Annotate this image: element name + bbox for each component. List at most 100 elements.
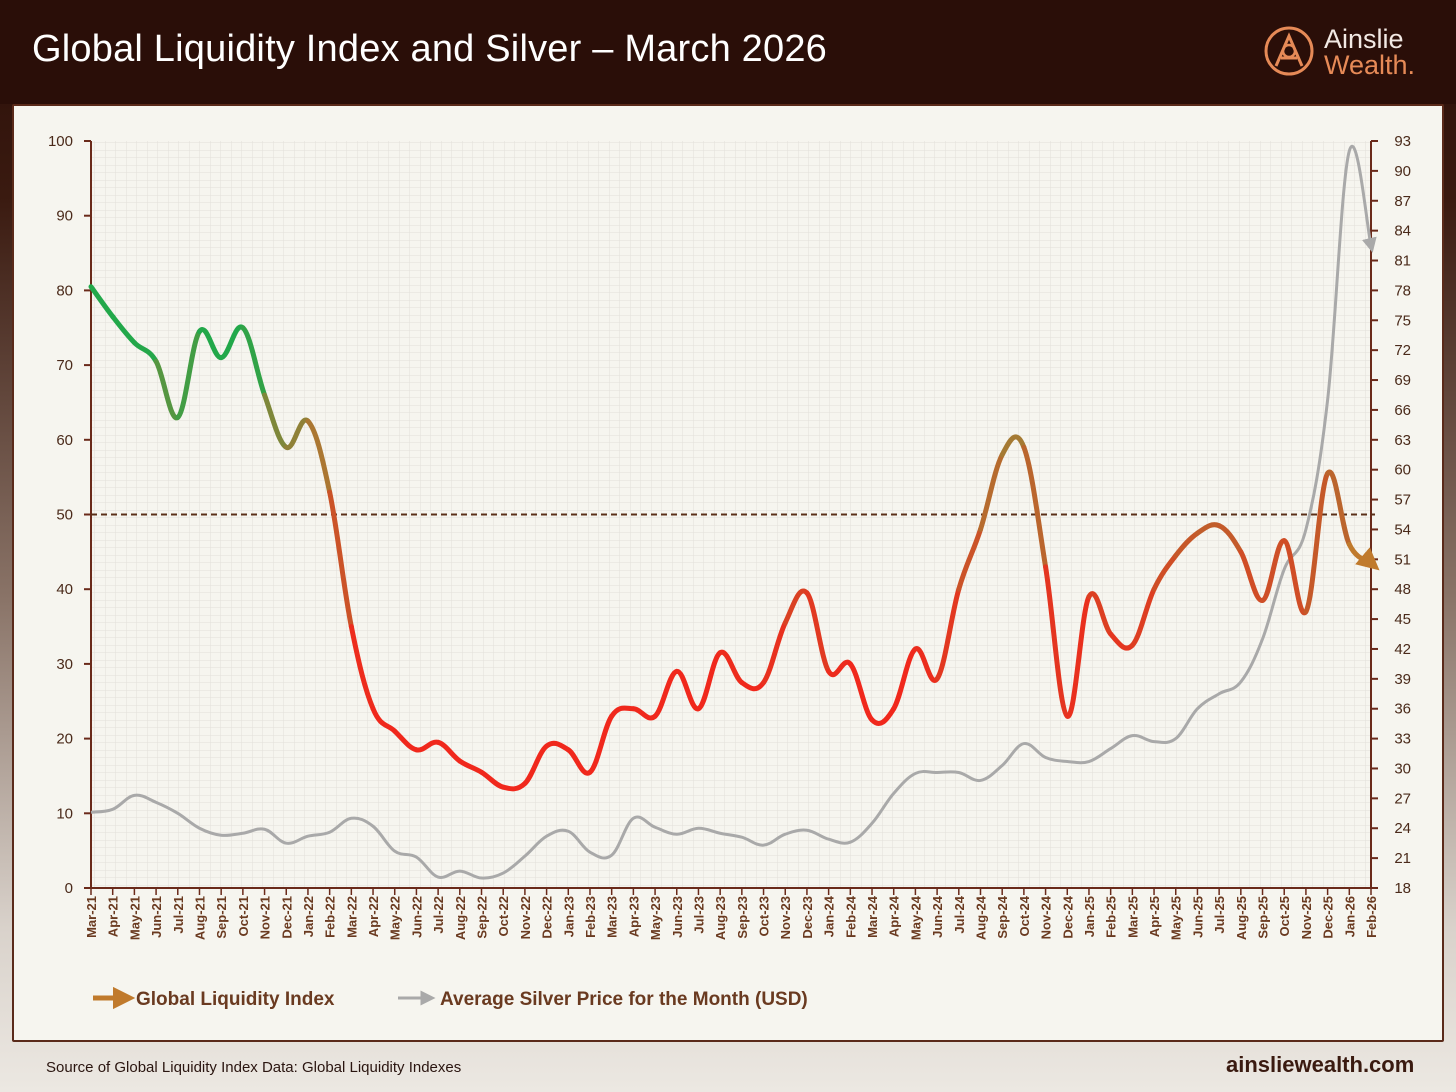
- x-tick-label: Oct-23: [757, 896, 772, 936]
- y-right-tick-label: 21: [1394, 850, 1411, 867]
- x-tick-label: Jul-23: [691, 896, 706, 934]
- x-tick-label: Dec-25: [1321, 896, 1336, 939]
- x-tick-label: Apr-21: [106, 896, 121, 937]
- x-tick-label: Feb-22: [323, 896, 338, 938]
- y-left-tick-label: 60: [56, 432, 73, 449]
- x-tick-label: May-21: [127, 896, 142, 940]
- y-left-tick-label: 100: [48, 133, 73, 150]
- legend-label-silver: Average Silver Price for the Month (USD): [440, 989, 808, 1010]
- gli-line-segment: [240, 325, 268, 398]
- y-right-tick-label: 75: [1394, 312, 1411, 329]
- gli-line-segment: [934, 586, 962, 682]
- x-tick-label: Dec-22: [540, 896, 555, 939]
- x-tick-label: Jun-24: [930, 895, 945, 938]
- x-tick-label: Jun-25: [1190, 896, 1205, 938]
- y-right-tick-label: 63: [1394, 432, 1411, 449]
- x-tick-label: May-24: [908, 895, 923, 940]
- y-right-tick-label: 18: [1394, 880, 1411, 897]
- legend-item-gli[interactable]: Global Liquidity Index: [93, 986, 335, 1010]
- y-right-tick-label: 90: [1394, 163, 1411, 180]
- page-title: Global Liquidity Index and Silver – Marc…: [32, 28, 827, 70]
- gli-line-segment: [847, 661, 875, 723]
- gli-line-segment: [739, 680, 767, 692]
- y-right-tick-label: 72: [1394, 342, 1411, 359]
- x-tick-label: Oct-25: [1277, 896, 1292, 936]
- gli-line-segment: [1303, 470, 1331, 615]
- y-right-tick-label: 69: [1394, 372, 1411, 389]
- y-right-tick-label: 81: [1394, 253, 1411, 270]
- silver-price-line: [90, 145, 1377, 880]
- gli-line-segment: [891, 646, 918, 712]
- x-tick-label: Mar-23: [605, 896, 620, 938]
- x-tick-label: Mar-21: [84, 896, 99, 938]
- gli-line-segment: [869, 706, 897, 726]
- x-tick-label: Apr-24: [887, 895, 902, 937]
- x-tick-label: Feb-25: [1104, 896, 1119, 938]
- x-tick-label: Feb-23: [583, 896, 598, 938]
- y-right-tick-label: 24: [1394, 820, 1411, 837]
- gli-line-segment: [1151, 553, 1179, 592]
- x-tick-label: Sep-23: [735, 896, 750, 939]
- logo-line1: Ainslie: [1324, 24, 1404, 54]
- y-right-tick-label: 57: [1394, 492, 1411, 509]
- y-right-tick-label: 84: [1394, 223, 1411, 240]
- gli-line-segment: [977, 452, 1005, 532]
- source-note: Source of Global Liquidity Index Data: G…: [46, 1059, 462, 1076]
- gli-line-segment: [262, 392, 289, 450]
- x-tick-label: Oct-22: [496, 896, 511, 936]
- y-left-tick-label: 20: [56, 731, 73, 748]
- gli-line-segment: [999, 434, 1027, 458]
- legend-label-gli: Global Liquidity Index: [136, 989, 335, 1010]
- x-tick-label: Mar-22: [344, 896, 359, 938]
- x-tick-label: Feb-24: [843, 895, 858, 938]
- gli-line-segment: [1086, 591, 1114, 637]
- x-tick-label: Mar-25: [1125, 896, 1140, 938]
- gli-line-segment: [1216, 523, 1244, 555]
- x-tick-label: Jun-22: [409, 896, 424, 938]
- x-tick-label: Jul-21: [171, 896, 186, 934]
- x-tick-label: Nov-21: [258, 896, 273, 939]
- x-tick-label: Jun-23: [670, 896, 685, 938]
- y-right-tick-label: 78: [1394, 282, 1411, 299]
- y-right-tick-label: 93: [1394, 133, 1411, 150]
- y-left-tick-label: 0: [65, 880, 73, 897]
- x-tick-label: Apr-22: [366, 896, 381, 937]
- gli-line-segment: [88, 284, 116, 320]
- x-tick-label: Nov-23: [778, 896, 793, 939]
- gli-line-segment: [587, 713, 615, 775]
- gli-line-segment: [1043, 564, 1070, 719]
- x-tick-label: Jan-23: [561, 896, 576, 937]
- x-tick-label: Sep-21: [214, 896, 229, 939]
- x-tick-label: Mar-24: [865, 895, 880, 938]
- gli-line-segment: [1064, 594, 1092, 719]
- x-tick-label: Aug-23: [713, 896, 728, 940]
- x-tick-label: May-23: [648, 896, 663, 940]
- x-tick-label: Jul-25: [1212, 896, 1227, 934]
- x-tick-label: Aug-21: [192, 896, 207, 940]
- y-right-tick-label: 51: [1394, 551, 1411, 568]
- x-tick-label: Dec-24: [1060, 895, 1075, 938]
- y-left-tick-label: 30: [56, 656, 73, 673]
- x-tick-label: May-22: [388, 896, 403, 940]
- y-right-tick-label: 66: [1394, 402, 1411, 419]
- gli-line-segment: [761, 620, 788, 686]
- gli-line-segment: [327, 489, 354, 630]
- y-left-tick-label: 70: [56, 357, 73, 374]
- x-tick-label: Oct-24: [1017, 895, 1032, 936]
- y-left-tick-label: 10: [56, 805, 73, 822]
- gli-line-segment: [1346, 541, 1380, 571]
- x-tick-label: Apr-23: [626, 896, 641, 937]
- y-left-tick-label: 90: [56, 208, 73, 225]
- gli-line-segment: [131, 340, 159, 364]
- x-tick-label: May-25: [1169, 896, 1184, 940]
- brand-logo[interactable]: Ainslie Wealth.: [1262, 22, 1432, 82]
- y-right-tick-label: 54: [1394, 521, 1411, 538]
- x-tick-label: Nov-25: [1299, 896, 1314, 939]
- x-tick-label: Oct-21: [236, 896, 251, 936]
- x-tick-label: Jan-25: [1082, 896, 1097, 937]
- website-link[interactable]: ainsliewealth.com: [1226, 1052, 1415, 1077]
- x-tick-label: Jun-21: [149, 896, 164, 938]
- legend-item-silver[interactable]: Average Silver Price for the Month (USD): [398, 989, 808, 1010]
- x-tick-label: Sep-22: [475, 896, 490, 939]
